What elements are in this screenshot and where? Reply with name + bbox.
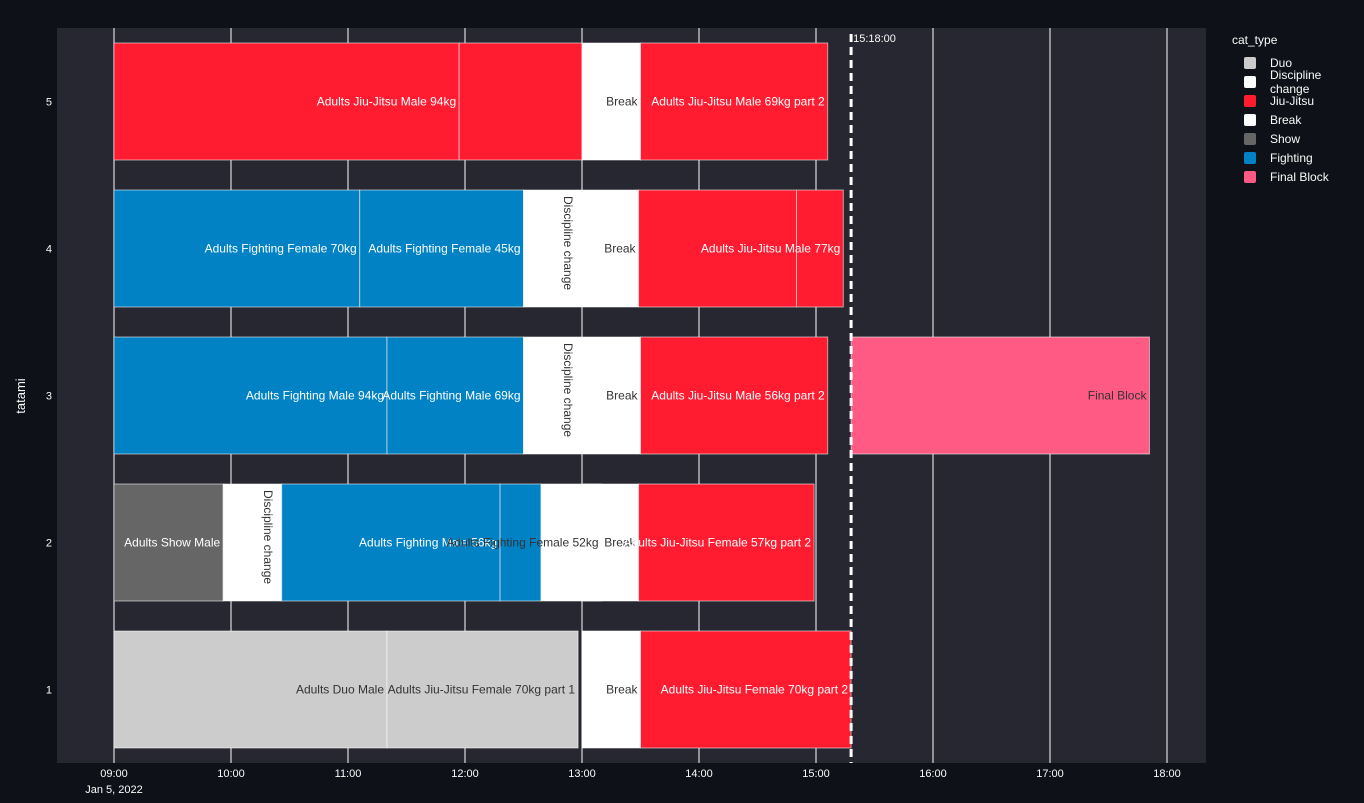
legend-item[interactable]: Break	[1232, 110, 1364, 129]
x-tick-label: 10:00	[217, 768, 245, 780]
y-axis-title: tatami	[13, 378, 28, 414]
x-tick-label: 15:00	[802, 768, 830, 780]
bar-label: Discipline change	[561, 343, 575, 437]
legend-swatch	[1244, 56, 1256, 69]
bar-label: Adults Show Male	[124, 536, 220, 550]
legend-swatch	[1244, 151, 1256, 164]
legend-label: Show	[1270, 131, 1301, 146]
bar-jiu-jitsu	[638, 483, 815, 602]
bar-label: Break	[606, 683, 638, 697]
x-tick-label: 12:00	[451, 768, 479, 780]
bar-fighting	[499, 483, 542, 602]
bar-label: Break	[606, 95, 638, 109]
bar-label: Adults Jiu-Jitsu Male 77kg	[701, 242, 840, 256]
x-date-label: Jan 5, 2022	[85, 784, 143, 796]
bar-label: Break	[604, 536, 636, 550]
bar-label: Adults Fighting Female 70kg	[205, 242, 357, 256]
x-axis: 09:00 10:00 11:00 12:00 13:00 14:00 15:00 16:00…	[85, 768, 1181, 796]
x-tick-label: 16:00	[919, 768, 947, 780]
bar-break	[581, 42, 641, 161]
legend-label: Duo	[1270, 55, 1293, 70]
y-tick-label: 1	[46, 685, 52, 697]
bar-break	[581, 336, 641, 455]
bar-fighting	[359, 189, 525, 308]
bar-label: Break	[606, 389, 638, 403]
bar-fighting	[113, 336, 388, 455]
x-tick-label: 09:00	[100, 768, 128, 780]
bar-labels: Adults Jiu-Jitsu Male 94kg Break Adults Ji…	[124, 95, 1147, 697]
bar-label: Adults Jiu-Jitsu Male 94kg	[317, 95, 456, 109]
bar-label: Adults Jiu-Jitsu Male 56kg part 2	[651, 389, 825, 403]
bar-label: Discipline change	[561, 196, 575, 290]
bar-fighting	[386, 336, 524, 455]
bars	[113, 42, 1150, 749]
legend-swatch	[1244, 170, 1256, 183]
bar-jiu-jitsu	[638, 189, 797, 308]
legend-swatch	[1244, 75, 1256, 88]
bar-jiu-jitsu	[640, 42, 829, 161]
y-tick-label: 5	[46, 97, 52, 109]
bar-jiu-jitsu	[113, 42, 460, 161]
legend-item[interactable]: Jiu-Jitsu	[1232, 91, 1364, 110]
bar-label: Adults Fighting Male 56kg	[359, 536, 497, 550]
legend-label: Final Block	[1270, 169, 1329, 184]
y-axis: 1 2 3 4 5	[46, 97, 52, 697]
bar-discipline-change	[523, 336, 583, 455]
bar-label: Adults Jiu-Jitsu Female 70kg part 1	[388, 683, 576, 697]
bar-duo	[113, 630, 388, 749]
x-tick-label: 14:00	[685, 768, 713, 780]
bar-jiu-jitsu	[458, 42, 583, 161]
bar-discipline-change	[222, 483, 283, 602]
current-time-label: 15:18:00	[853, 33, 896, 45]
legend-item[interactable]: Duo	[1232, 53, 1364, 72]
bar-fighting	[113, 189, 361, 308]
bar-break	[581, 630, 641, 749]
x-tick-label: 18:00	[1153, 768, 1181, 780]
legend-swatch	[1244, 113, 1256, 126]
bar-label: Adults Duo Male	[296, 683, 384, 697]
legend: cat_type Duo Discipline change Jiu-Jitsu Br…	[1232, 33, 1364, 186]
legend-item[interactable]: Fighting	[1232, 148, 1364, 167]
current-time-marker: 15:18:00	[849, 33, 896, 763]
legend-item[interactable]: Discipline change	[1232, 68, 1364, 96]
y-tick-label: 3	[46, 391, 52, 403]
bar-label: Final Block	[1088, 389, 1148, 403]
bar-final-block	[850, 336, 1150, 455]
bar-break	[581, 483, 640, 602]
bar-label: Adults Fighting Female 45kg	[368, 242, 520, 256]
legend-label: Discipline change	[1270, 67, 1322, 96]
x-tick-label: 13:00	[568, 768, 596, 780]
bar-duo	[386, 630, 579, 749]
legend-swatch	[1244, 132, 1256, 145]
y-tick-label: 2	[46, 538, 52, 550]
legend-swatch	[1244, 94, 1256, 107]
bar-label: Discipline change	[261, 490, 275, 584]
x-tick-label: 11:00	[335, 768, 362, 780]
bar-jiu-jitsu	[640, 336, 829, 455]
bar-label: Adults Fighting Male 69kg	[382, 389, 520, 403]
legend-item[interactable]: Final Block	[1232, 167, 1364, 186]
y-tick-label: 4	[46, 244, 52, 256]
legend-title: cat_type	[1232, 33, 1278, 47]
bar-label: Adults Jiu-Jitsu Male 69kg part 2	[651, 95, 825, 109]
legend-items: Duo Discipline change Jiu-Jitsu Break Show Fi…	[1232, 53, 1364, 186]
bar-show	[113, 483, 224, 602]
legend-label: Fighting	[1270, 150, 1313, 165]
bar-label: Adults Jiu-Jitsu Female 57kg part 2	[624, 536, 812, 550]
legend-label: Jiu-Jitsu	[1270, 93, 1315, 108]
legend-item[interactable]: Show	[1232, 129, 1364, 148]
legend-label: Break	[1270, 112, 1302, 127]
bar-label: Break	[604, 242, 636, 256]
bar-label: Adults Fighting Female 52kg	[446, 536, 598, 550]
bar-jiu-jitsu	[796, 189, 844, 308]
bar-label: Adults Fighting Male 94kg	[246, 389, 384, 403]
bar-fighting	[281, 483, 501, 602]
bar-discipline-change	[523, 189, 583, 308]
bar-label: Adults Jiu-Jitsu Female 70kg part 2	[661, 683, 849, 697]
x-tick-label: 17:00	[1036, 768, 1064, 780]
